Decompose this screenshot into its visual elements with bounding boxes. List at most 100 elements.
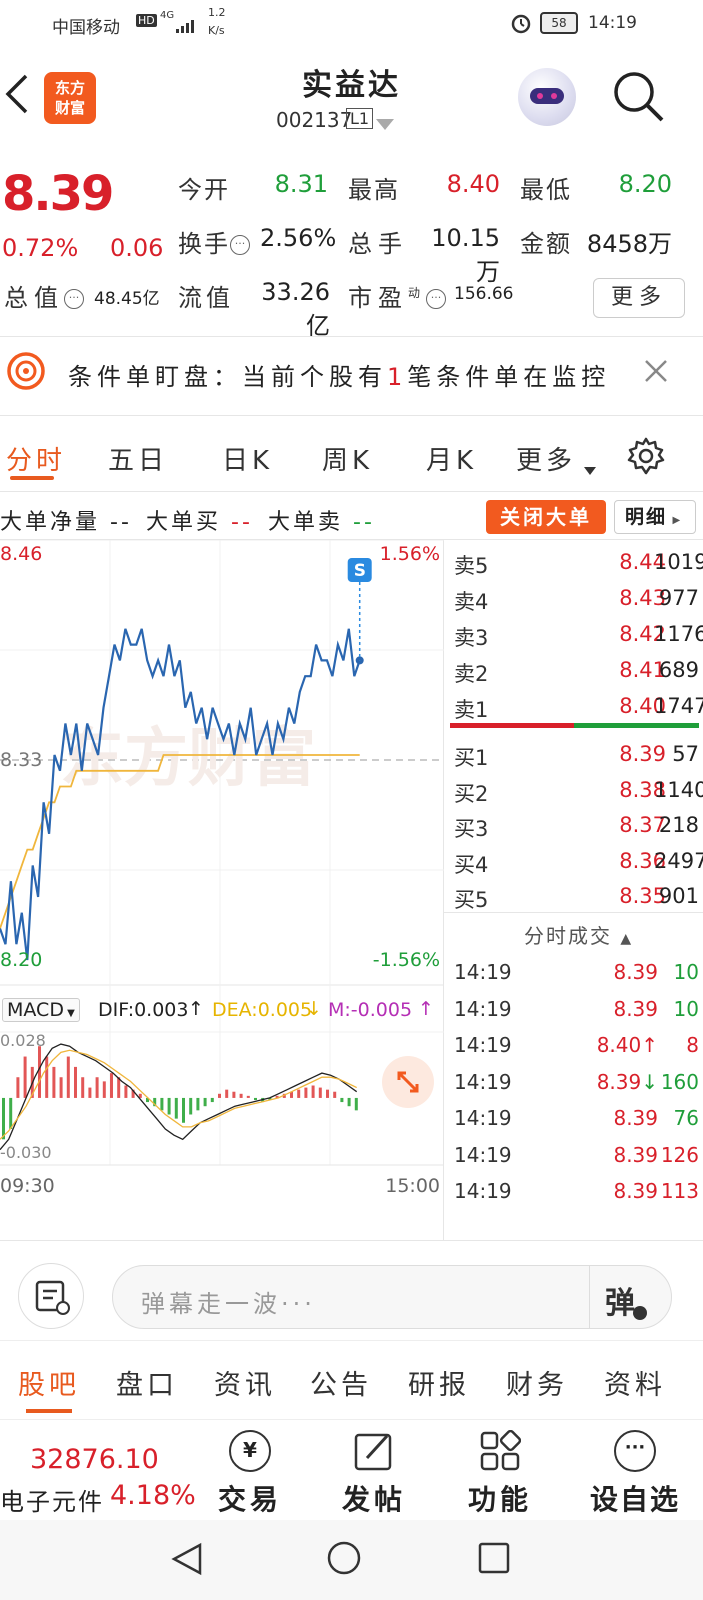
tab-five-day[interactable]: 五日: [108, 446, 169, 476]
gear-icon[interactable]: [626, 436, 666, 483]
back-icon[interactable]: [4, 72, 30, 120]
macd-bar: [189, 1097, 193, 1115]
stock-code: 002137: [276, 108, 353, 132]
ask-row[interactable]: 卖5 8.44 1019: [444, 544, 703, 580]
bid-price: 8.36: [619, 848, 666, 873]
nav-home-icon[interactable]: [326, 1540, 362, 1580]
function-button[interactable]: 功能: [440, 1420, 560, 1518]
macd-bar: [196, 1097, 200, 1111]
intraday-chart-area[interactable]: 东方财富 S 8.46 8.33 8.20 1.56% -1.56% 0.028…: [0, 539, 444, 1240]
level-badge: L1: [346, 108, 374, 129]
info-icon[interactable]: ···: [426, 289, 447, 309]
tab-weekly-k[interactable]: 周K: [322, 446, 374, 476]
ask-price: 8.44: [619, 550, 666, 574]
tab-pankou[interactable]: 盘口: [116, 1370, 178, 1401]
macd-selector[interactable]: MACD ▼: [2, 998, 80, 1022]
signal-icon: [176, 18, 196, 38]
condition-order-banner[interactable]: 条件单盯盘：当前个股有1笔条件单在监控: [0, 336, 703, 416]
tab-news[interactable]: 资讯: [214, 1370, 276, 1401]
tab-finance[interactable]: 财务: [506, 1370, 568, 1401]
tick-row: 14:19 8.39 113: [444, 1171, 703, 1209]
macd-bar: [74, 1066, 77, 1098]
bid-row[interactable]: 买4 8.36 2497: [444, 843, 703, 879]
chevron-down-icon[interactable]: [376, 116, 394, 135]
more-quote-button[interactable]: 更多: [593, 278, 685, 318]
close-icon[interactable]: [644, 359, 668, 389]
chart-tabs: 分时 五日 日K 周K 月K 更多: [0, 420, 703, 492]
macd-bar: [354, 1097, 358, 1111]
tick-row: 14:19 8.39 10: [444, 989, 703, 1027]
ask-row[interactable]: 卖3 8.42 1176: [444, 616, 703, 652]
info-icon[interactable]: ···: [64, 289, 84, 309]
bid-row[interactable]: 买2 8.38 1140: [444, 772, 703, 808]
macd-bar: [102, 1081, 106, 1098]
macd-bar: [52, 1066, 56, 1098]
comment-list-icon[interactable]: [18, 1263, 84, 1329]
carrier-label: 中国移动: [52, 18, 120, 38]
tick-time: 14:19: [454, 1179, 512, 1203]
bid-price: 8.38: [619, 777, 666, 802]
macd-bar: [9, 1097, 13, 1129]
tick-row: 14:19 8.39↓ 160: [444, 1062, 703, 1100]
macd-bar: [146, 1097, 149, 1103]
danmu-toggle-button[interactable]: 弹: [605, 1286, 635, 1321]
add-favorite-button[interactable]: ··· 设自选: [570, 1420, 700, 1518]
dif-arrow-icon: ↑: [188, 998, 204, 1020]
ask-volume: 1019: [654, 550, 703, 574]
s-signal-badge[interactable]: [347, 558, 372, 582]
bid-row[interactable]: 买5 8.35 901: [444, 878, 703, 914]
macd-bar: [282, 1093, 286, 1098]
dif-label: DIF:0.003: [98, 999, 189, 1021]
ask-row[interactable]: 卖4 8.43 977: [444, 580, 703, 616]
stock-name: 实益达: [302, 68, 401, 103]
tab-monthly-k[interactable]: 月K: [426, 446, 478, 476]
grid-icon: [479, 1429, 522, 1472]
ask-volume: 1747: [654, 694, 703, 718]
robot-assistant-icon[interactable]: [518, 68, 576, 126]
tick-row: 14:19 8.39 126: [444, 1135, 703, 1173]
bid-label: 买2: [454, 781, 489, 806]
macd-bar: [340, 1097, 344, 1103]
float-label: 流值: [178, 284, 234, 312]
macd-bar: [297, 1089, 301, 1098]
bid-row[interactable]: 买1 8.39 57: [444, 736, 703, 772]
tab-more[interactable]: 更多: [516, 446, 577, 476]
post-button[interactable]: 发帖: [314, 1420, 434, 1518]
turnover-label: 换手 ···: [178, 224, 250, 259]
tab-guba[interactable]: 股吧: [18, 1370, 80, 1401]
detail-button[interactable]: 明细 ▶: [614, 500, 696, 534]
watermark: 东方财富: [60, 722, 316, 796]
tick-time: 14:19: [454, 1142, 512, 1167]
open-label: 今开: [178, 176, 230, 204]
danmu-input[interactable]: 弹幕走一波··· 弹: [112, 1265, 672, 1329]
tab-daily-k[interactable]: 日K: [222, 446, 274, 476]
app-logo: 东方 财富: [44, 72, 96, 124]
tab-research[interactable]: 研报: [408, 1370, 470, 1401]
trade-button[interactable]: ¥ 交易: [190, 1420, 310, 1518]
nav-back-icon[interactable]: [170, 1542, 204, 1580]
tab-profile[interactable]: 资料: [604, 1370, 666, 1401]
tab-indicator: [26, 1409, 72, 1413]
expand-icon[interactable]: [382, 1056, 434, 1108]
tick-time: 14:19: [454, 996, 512, 1021]
info-icon[interactable]: ···: [230, 235, 250, 255]
pe-value: 156.66: [454, 284, 514, 304]
search-icon[interactable]: [612, 70, 666, 128]
nav-recents-icon[interactable]: [478, 1542, 510, 1578]
grid-lines: [0, 539, 444, 1166]
ask-price: 8.43: [619, 586, 666, 610]
ask-row[interactable]: 卖1 8.40 1747: [444, 688, 703, 724]
ticks-title[interactable]: 分时成交 ▲: [524, 924, 634, 948]
bid-volume: 901: [658, 884, 699, 908]
ask-row[interactable]: 卖2 8.41 689: [444, 652, 703, 688]
tab-announcement[interactable]: 公告: [310, 1370, 372, 1401]
time-start-label: 09:30: [0, 1175, 55, 1197]
logo-text-bottom: 财富: [54, 99, 85, 117]
macd-bar: [45, 1056, 49, 1098]
index-ticker[interactable]: 32876.10 电子元件 4.18%: [0, 1420, 196, 1520]
tab-intraday[interactable]: 分时: [6, 446, 67, 476]
divider: [444, 912, 703, 913]
close-big-order-button[interactable]: 关闭大单: [486, 500, 606, 534]
net-label: 大单净量 --: [0, 510, 132, 535]
bid-row[interactable]: 买3 8.37 218: [444, 807, 703, 843]
